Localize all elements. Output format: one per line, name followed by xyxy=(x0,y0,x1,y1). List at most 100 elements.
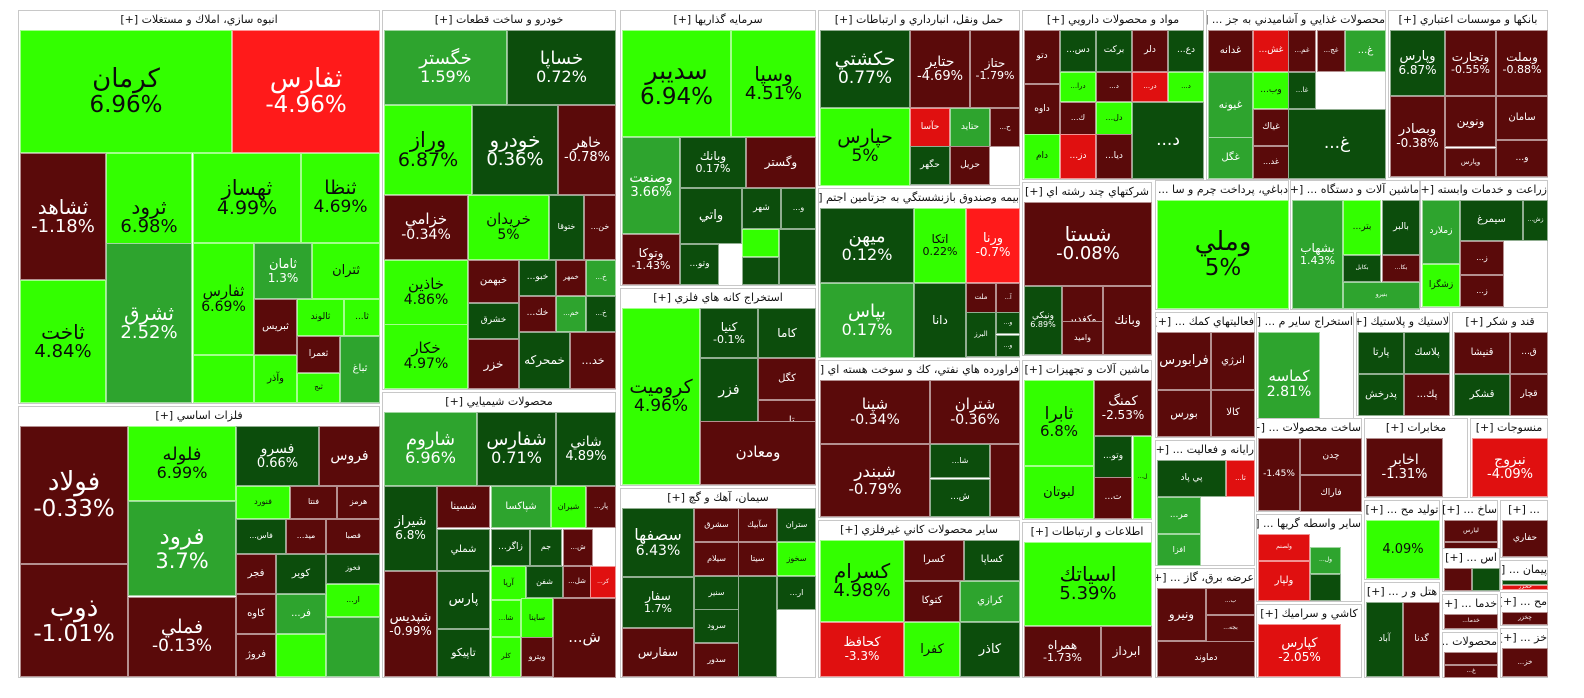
stock-tile[interactable]: دلر xyxy=(1132,30,1168,72)
stock-tile[interactable]: شبندر -0.79% xyxy=(820,444,930,517)
stock-tile[interactable]: ثباغ xyxy=(340,336,380,403)
stock-tile[interactable]: سديبر 6.94% xyxy=(622,30,731,137)
stock-tile[interactable]: خز... xyxy=(1502,648,1548,677)
stock-tile[interactable]: خاهر -0.78% xyxy=(558,105,616,195)
stock-tile[interactable]: شا... xyxy=(930,444,990,478)
stock-tile[interactable]: حتايد xyxy=(950,108,990,147)
stock-tile[interactable]: غياك xyxy=(1253,109,1289,146)
stock-tile[interactable]: اسياتك 5.39% xyxy=(1024,542,1152,626)
stock-tile[interactable]: سامان xyxy=(1496,96,1548,140)
stock-tile[interactable]: شستا -0.08% xyxy=(1024,202,1152,286)
stock-tile[interactable]: خريدان 5% xyxy=(468,195,549,260)
stock-tile[interactable]: فلوله 6.99% xyxy=(128,426,236,501)
stock-tile[interactable]: تاپيكو xyxy=(437,629,490,677)
stock-tile[interactable] xyxy=(326,617,380,677)
stock-tile[interactable]: حريل xyxy=(950,146,990,185)
stock-tile[interactable]: غدانه xyxy=(1208,30,1253,72)
stock-tile[interactable]: سفار 1.7% xyxy=(622,577,694,628)
stock-tile[interactable]: درا... xyxy=(1060,72,1096,102)
stock-tile[interactable]: ثفارس -4.96% xyxy=(232,30,380,153)
stock-tile[interactable]: غ... xyxy=(1345,30,1386,72)
sector-title[interactable]: ماشين آلات و تجهيزات [+] xyxy=(1024,363,1150,376)
stock-tile[interactable]: حگهر xyxy=(910,146,950,185)
stock-tile[interactable]: خمحركه xyxy=(519,332,570,389)
stock-tile[interactable]: غيونه xyxy=(1208,72,1253,138)
stock-tile[interactable]: كاوه xyxy=(236,594,276,634)
stock-tile[interactable] xyxy=(990,444,1020,517)
stock-tile[interactable]: دانا xyxy=(914,283,966,358)
stock-tile[interactable]: ابرداز xyxy=(1101,626,1152,677)
stock-tile[interactable]: قشكر xyxy=(1454,374,1510,416)
stock-tile[interactable]: حخزر xyxy=(1502,585,1548,590)
stock-tile[interactable]: اتكا 0.22% xyxy=(914,208,966,283)
stock-tile[interactable]: بنيرو xyxy=(1343,282,1420,309)
stock-tile[interactable]: بركت xyxy=(1096,30,1132,72)
stock-tile[interactable]: ق... xyxy=(1510,332,1548,374)
sector-title[interactable]: اس ... [+] xyxy=(1445,551,1497,564)
stock-tile[interactable]: قنيشا xyxy=(1454,332,1510,374)
stock-tile[interactable]: كاما xyxy=(758,308,816,358)
sector-title[interactable]: رايانه و فعاليت ... [+] xyxy=(1156,443,1254,456)
sector-title[interactable]: مخابرات [+] xyxy=(1385,421,1447,434)
stock-tile[interactable]: پلاسك xyxy=(1404,332,1450,374)
stock-tile[interactable]: ش... xyxy=(930,479,990,517)
stock-tile[interactable]: فصبا xyxy=(326,519,380,554)
stock-tile[interactable]: پارتا xyxy=(1358,332,1404,374)
stock-tile[interactable]: ثهساز 4.99% xyxy=(193,153,301,243)
stock-tile[interactable]: كوير xyxy=(276,554,326,594)
stock-tile[interactable]: غگل xyxy=(1208,137,1253,179)
stock-tile[interactable]: وصنعت 3.66% xyxy=(622,137,680,234)
stock-tile[interactable]: ل... xyxy=(1133,436,1152,519)
stock-tile[interactable]: تا... xyxy=(1226,460,1255,497)
stock-tile[interactable]: ح... xyxy=(990,108,1020,147)
stock-tile[interactable]: ثابرا 6.8% xyxy=(1024,380,1094,466)
stock-tile[interactable]: خاذين 4.86% xyxy=(384,260,468,325)
stock-tile[interactable]: شاني 4.89% xyxy=(556,412,616,486)
stock-tile[interactable]: فزر xyxy=(700,358,758,422)
stock-tile[interactable]: سنير xyxy=(694,576,739,610)
stock-tile[interactable]: دماوند xyxy=(1157,641,1255,677)
stock-tile[interactable]: خمهر xyxy=(556,260,586,296)
stock-tile[interactable]: فاراك xyxy=(1300,475,1362,512)
stock-tile[interactable] xyxy=(1444,568,1472,591)
stock-tile[interactable]: ثشرق 2.52% xyxy=(106,243,192,403)
stock-tile[interactable]: ش... xyxy=(553,598,616,678)
stock-tile[interactable]: چدن xyxy=(1300,438,1362,475)
stock-tile[interactable]: كر... xyxy=(590,566,616,598)
stock-tile[interactable]: غ... xyxy=(1288,109,1386,179)
stock-tile[interactable]: زش... xyxy=(1523,200,1548,241)
stock-tile[interactable]: در... xyxy=(1132,72,1168,102)
stock-tile[interactable]: فرود 3.7% xyxy=(128,501,236,596)
stock-tile[interactable]: خودرو 0.36% xyxy=(472,105,558,195)
stock-tile[interactable]: غد... xyxy=(1253,146,1289,179)
stock-tile[interactable]: غج... xyxy=(1317,30,1345,72)
stock-tile[interactable]: وبصادر -0.38% xyxy=(1390,96,1445,177)
stock-tile[interactable]: بپاس 0.17% xyxy=(820,283,914,358)
stock-tile[interactable]: انرژي xyxy=(1211,332,1255,390)
sector-title[interactable]: محصولات شيميايي [+] xyxy=(445,395,553,408)
sector-title[interactable]: محصولات غذايي و آشاميدني به جز ... [+] xyxy=(1207,13,1385,26)
stock-tile[interactable]: ار... xyxy=(326,584,380,617)
stock-tile[interactable]: آ... xyxy=(996,283,1020,313)
stock-tile[interactable]: شپنا -0.34% xyxy=(820,380,930,444)
stock-tile[interactable]: فاس... xyxy=(236,519,286,554)
stock-tile[interactable]: سفارس xyxy=(622,628,694,677)
stock-tile[interactable]: دل... xyxy=(1096,102,1132,135)
stock-tile[interactable]: -1.45% xyxy=(1258,438,1300,511)
stock-tile[interactable]: پك... xyxy=(1404,374,1450,416)
stock-tile[interactable]: ثشاهد -1.18% xyxy=(20,153,106,280)
sector-title[interactable]: دباغي، پرداخت چرم و سا ... [+] xyxy=(1156,183,1288,196)
stock-tile[interactable]: ستران xyxy=(777,508,816,542)
stock-tile[interactable] xyxy=(1472,568,1500,591)
sector-title[interactable]: لاستيك و پلاستيك [+] xyxy=(1357,315,1449,328)
stock-tile[interactable]: حپارس 5% xyxy=(820,108,910,186)
sector-title[interactable]: خودرو و ساخت قطعات [+] xyxy=(434,13,564,26)
stock-tile[interactable]: اخابر -1.31% xyxy=(1366,438,1443,497)
stock-tile[interactable]: كسرا xyxy=(904,540,964,581)
stock-tile[interactable]: شفن xyxy=(526,566,563,598)
sector-title[interactable]: سيمان، آهك و گچ [+] xyxy=(667,491,769,504)
stock-tile[interactable]: زشگزا xyxy=(1422,264,1460,307)
stock-tile[interactable]: ونيرو xyxy=(1157,588,1206,641)
stock-tile[interactable]: سخوز xyxy=(777,542,816,576)
sector-title[interactable]: اطلاعات و ارتباطات [+] xyxy=(1030,525,1144,538)
